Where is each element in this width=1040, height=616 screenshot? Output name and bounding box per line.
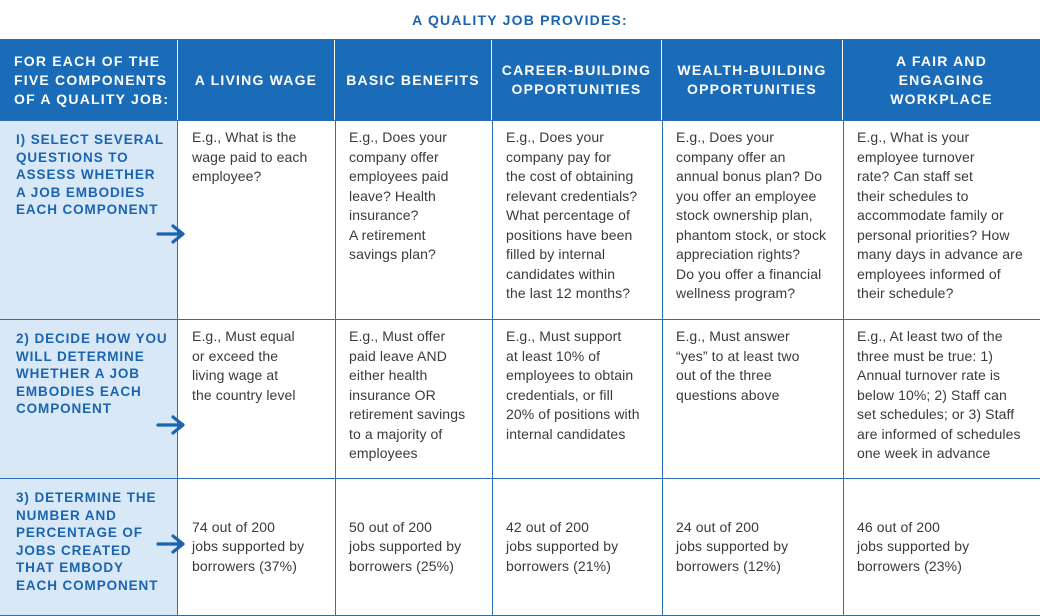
header-living-wage: A LIVING WAGE bbox=[178, 40, 335, 120]
grid-line bbox=[335, 120, 336, 616]
table-cell: 46 out of 200 jobs supported by borrower… bbox=[857, 518, 970, 574]
table-cell: E.g., Does your company offer an annual … bbox=[676, 129, 827, 301]
table-cell: E.g., Does your company pay for the cost… bbox=[506, 129, 638, 301]
table-cell: E.g., What is the wage paid to each empl… bbox=[192, 129, 308, 184]
arrow-right-icon bbox=[156, 415, 185, 435]
table-cell: E.g., At least two of the three must be … bbox=[857, 328, 1021, 461]
table-cell: 42 out of 200 jobs supported by borrower… bbox=[506, 518, 619, 574]
grid-line bbox=[662, 120, 663, 616]
header-career-building: CAREER-BUILDING OPPORTUNITIES bbox=[492, 40, 662, 120]
arrow-right-icon bbox=[156, 534, 185, 554]
grid-line bbox=[843, 120, 844, 616]
table-cell: 74 out of 200 jobs supported by borrower… bbox=[192, 518, 305, 574]
table-cell: E.g., What is your employee turnover rat… bbox=[857, 129, 1023, 301]
table-cell: E.g., Must equal or exceed the living wa… bbox=[192, 328, 296, 403]
grid-line bbox=[0, 478, 1040, 479]
table-cell: 50 out of 200 jobs supported by borrower… bbox=[349, 518, 462, 574]
grid-line bbox=[0, 120, 1040, 121]
table-cell: 24 out of 200 jobs supported by borrower… bbox=[676, 518, 789, 574]
header-basic-benefits: BASIC BENEFITS bbox=[335, 40, 492, 120]
grid-line bbox=[492, 120, 493, 616]
table-title: A QUALITY JOB PROVIDES: bbox=[0, 0, 1040, 40]
header-wealth-building: WEALTH-BUILDING OPPORTUNITIES bbox=[662, 40, 843, 120]
header-row-label: FOR EACH OF THE FIVE COMPONENTS OF A QUA… bbox=[0, 40, 178, 120]
step-2-label: 2) DECIDE HOW YOU WILL DETERMINE WHETHER… bbox=[0, 319, 178, 478]
table-cell: E.g., Does your company offer employees … bbox=[349, 129, 449, 262]
arrow-right-icon bbox=[156, 224, 185, 244]
step-3-label: 3) DETERMINE THE NUMBER AND PERCENTAGE O… bbox=[0, 478, 178, 616]
grid-line bbox=[0, 319, 1040, 320]
header-fair-workplace: A FAIR AND ENGAGING WORKPLACE bbox=[843, 40, 1040, 120]
step-1-label: I) SELECT SEVERAL QUESTIONS TO ASSESS WH… bbox=[0, 120, 178, 319]
table-cell: E.g., Must answer “yes” to at least two … bbox=[676, 328, 800, 403]
table-cell: E.g., Must support at least 10% of emplo… bbox=[506, 328, 640, 442]
table-cell: E.g., Must offer paid leave AND either h… bbox=[349, 328, 466, 461]
